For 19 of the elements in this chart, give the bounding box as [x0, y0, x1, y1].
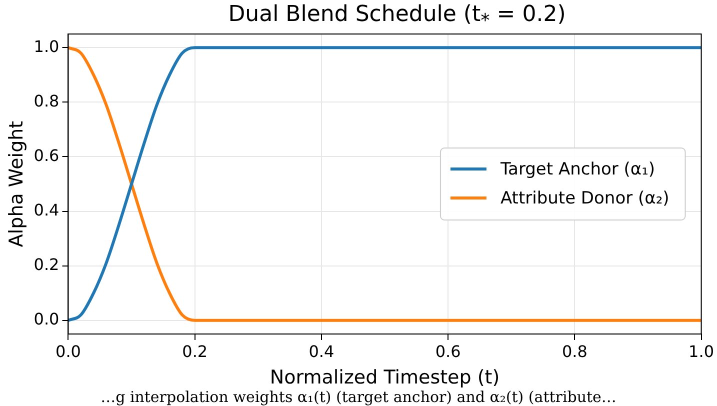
chart-title: Dual Blend Schedule (t$_{*}$ = 0.2): [227, 2, 567, 32]
x-tick-label: 1.0: [688, 342, 714, 361]
y-tick-label: 1.0: [34, 36, 60, 56]
y-axis-title: Alpha Weight: [5, 120, 28, 248]
y-tick-label: 0.2: [34, 254, 60, 274]
legend-label: Target Anchor (α₁): [499, 159, 656, 180]
line-series: [68, 46, 702, 322]
legend-label: Attribute Donor (α₂): [500, 188, 670, 208]
x-tick-label: 0.4: [308, 342, 334, 361]
y-tick-label: 0.6: [34, 146, 60, 165]
y-tick-label: 0.8: [34, 91, 60, 110]
x-axis-title: Normalized Timestep (t): [270, 366, 500, 389]
x-tick-label: 0.2: [182, 342, 208, 361]
y-tick-label: 0.4: [34, 200, 60, 220]
y-tick-label: 0.0: [34, 310, 60, 329]
text: …g interpolation weights α₁(t) (target anchor) and α₂(t) (attribute…: [100, 388, 618, 406]
x-tick-label: 0.0: [56, 342, 81, 361]
x-tick-label: 0.6: [435, 342, 461, 361]
x-tick-label: 0.8: [562, 342, 588, 361]
